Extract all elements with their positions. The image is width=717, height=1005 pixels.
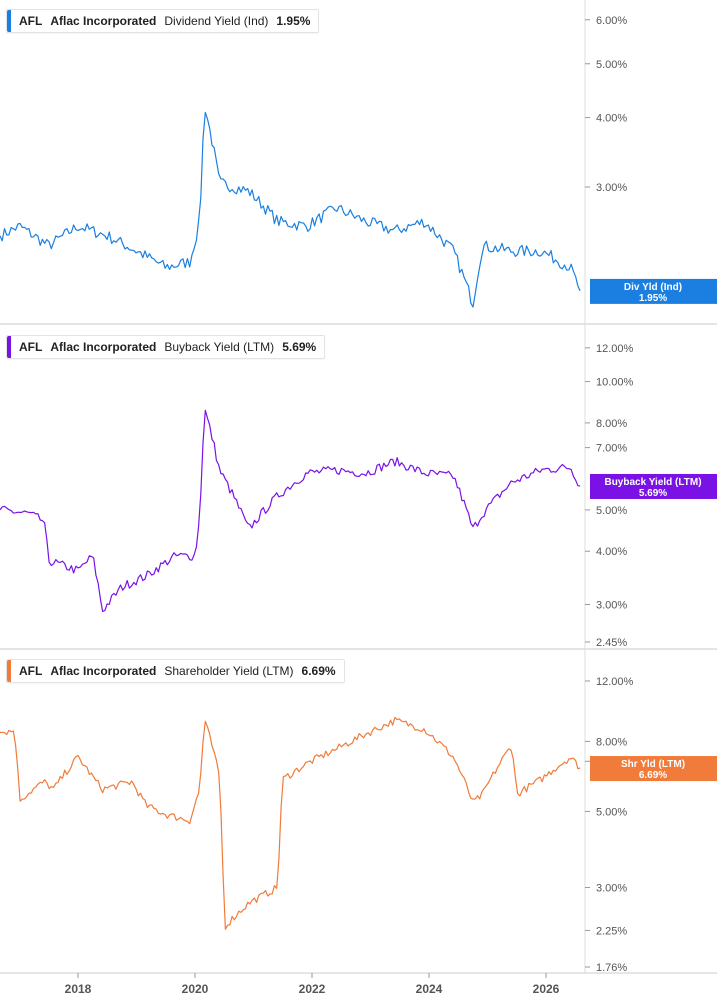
y-tick-label: 2.25% [596, 925, 627, 937]
last-value-tag [590, 278, 717, 304]
x-tick-label: 2026 [533, 982, 560, 996]
x-tick-label: 2024 [416, 982, 443, 996]
legend-company: Aflac Incorporated [50, 664, 157, 678]
x-tick-label: 2018 [65, 982, 92, 996]
legend-ticker: AFL [19, 14, 43, 28]
y-tick-label: 12.00% [596, 343, 634, 355]
y-tick-label: 8.00% [596, 736, 627, 748]
series-line-buyback-yield-ltm- [0, 409, 581, 612]
legend-company: Aflac Incorporated [50, 340, 157, 354]
x-tick-label: 2022 [299, 982, 326, 996]
last-value-tag-title: Div Yld (Ind) [624, 282, 682, 293]
legend-metric: Dividend Yield (Ind) [164, 14, 269, 28]
legend-value: 1.95% [276, 14, 311, 28]
legend-color-swatch [7, 336, 11, 358]
legend-value: 5.69% [282, 340, 317, 354]
legend-metric: Buyback Yield (LTM) [164, 340, 275, 354]
series-line-shareholder-yield-ltm- [0, 716, 581, 930]
y-tick-label: 3.00% [596, 600, 627, 612]
x-tick-label: 2020 [182, 982, 209, 996]
legend-metric: Shareholder Yield (LTM) [164, 664, 294, 678]
series-line-dividend-yield-ind- [0, 111, 581, 308]
last-value-tag-value: 6.69% [639, 770, 667, 781]
last-value-tag-title: Buyback Yield (LTM) [604, 477, 701, 488]
legend-company: Aflac Incorporated [50, 14, 157, 28]
y-tick-label: 5.00% [596, 59, 627, 71]
last-value-tag [590, 756, 717, 782]
y-tick-label: 4.00% [596, 546, 627, 558]
legend-color-swatch [7, 10, 11, 32]
y-tick-label: 3.00% [596, 182, 627, 194]
y-tick-label: 7.00% [596, 443, 627, 455]
legend-ticker: AFL [19, 664, 43, 678]
y-tick-label: 2.45% [596, 637, 627, 649]
last-value-tag-value: 5.69% [639, 488, 667, 499]
last-value-tag-title: Shr Yld (LTM) [621, 759, 685, 770]
legend-buyback-yield[interactable]: AFL Aflac Incorporated Buyback Yield (LT… [6, 335, 326, 359]
y-tick-label: 10.00% [596, 377, 634, 389]
y-tick-label: 5.00% [596, 505, 627, 517]
legend-shareholder-yield[interactable]: AFL Aflac Incorporated Shareholder Yield… [6, 659, 345, 683]
y-tick-label: 3.00% [596, 883, 627, 895]
y-tick-label: 6.00% [596, 15, 627, 27]
y-tick-label: 8.00% [596, 418, 627, 430]
legend-value: 6.69% [301, 664, 336, 678]
legend-color-swatch [7, 660, 11, 682]
y-tick-label: 1.76% [596, 962, 627, 974]
last-value-tag [590, 473, 717, 499]
y-tick-label: 12.00% [596, 676, 634, 688]
y-tick-label: 4.00% [596, 113, 627, 125]
last-value-tag-value: 1.95% [639, 293, 667, 304]
legend-dividend-yield[interactable]: AFL Aflac Incorporated Dividend Yield (I… [6, 9, 320, 33]
y-tick-label: 5.00% [596, 806, 627, 818]
legend-ticker: AFL [19, 340, 43, 354]
